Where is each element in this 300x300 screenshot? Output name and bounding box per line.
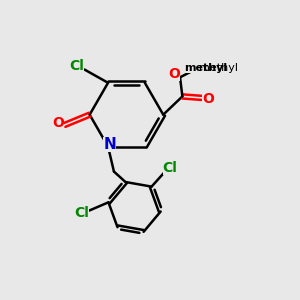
Text: Cl: Cl — [69, 59, 84, 73]
Text: O: O — [202, 92, 214, 106]
Text: methyl: methyl — [199, 63, 238, 73]
Text: N: N — [103, 137, 116, 152]
Text: methyl: methyl — [184, 63, 227, 73]
Text: Cl: Cl — [163, 161, 178, 175]
Text: O: O — [52, 116, 64, 130]
Text: Cl: Cl — [74, 206, 89, 220]
Text: O: O — [168, 67, 180, 81]
